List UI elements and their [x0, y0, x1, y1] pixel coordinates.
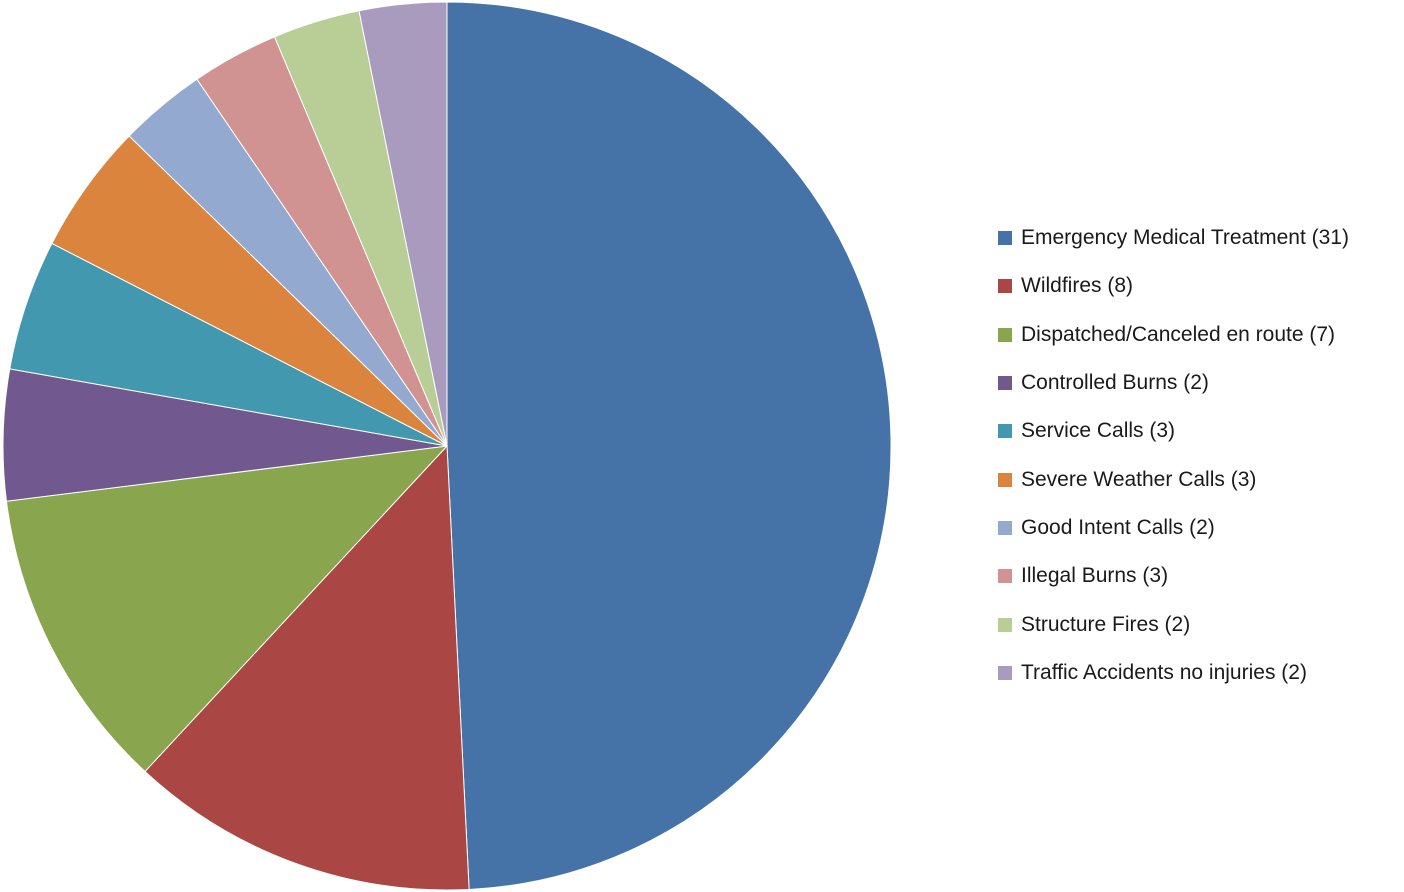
legend-label: Illegal Burns (3): [1021, 564, 1169, 588]
legend-swatch: [998, 231, 1012, 246]
legend-item: Emergency Medical Treatment (31): [998, 214, 1402, 262]
legend-label: Traffic Accidents no injuries (2): [1021, 660, 1307, 684]
legend-label: Emergency Medical Treatment (31): [1021, 226, 1349, 250]
legend-label: Wildfires (8): [1021, 274, 1134, 298]
legend-swatch: [998, 665, 1012, 680]
legend-swatch: [998, 617, 1012, 632]
legend-label: Good Intent Calls (2): [1021, 515, 1215, 539]
pie-slice-9: [358, 1, 448, 447]
legend-item: Good Intent Calls (2): [998, 504, 1402, 552]
legend-swatch: [998, 569, 1012, 584]
pie-plot-area: [2, 1, 892, 891]
legend-label: Structure Fires (2): [1021, 612, 1191, 636]
legend-item: Severe Weather Calls (3): [998, 455, 1402, 503]
legend-swatch: [998, 424, 1012, 439]
legend-swatch: [998, 279, 1012, 294]
legend-swatch: [998, 520, 1012, 535]
pie-slice-2: [5, 445, 449, 773]
legend-item: Illegal Burns (3): [998, 552, 1402, 600]
pie-slice-0: [446, 1, 892, 890]
chart-legend: Emergency Medical Treatment (31) Wildfire…: [998, 214, 1402, 697]
legend-item: Traffic Accidents no injuries (2): [998, 649, 1402, 697]
legend-swatch: [998, 327, 1012, 342]
legend-label: Severe Weather Calls (3): [1021, 467, 1257, 491]
pie-slice-1: [144, 444, 470, 891]
legend-item: Controlled Burns (2): [998, 359, 1402, 407]
legend-label: Service Calls (3): [1021, 419, 1176, 443]
legend-label: Controlled Burns (2): [1021, 371, 1209, 395]
legend-item: Service Calls (3): [998, 407, 1402, 455]
legend-swatch: [998, 376, 1012, 391]
legend-item: Wildfires (8): [998, 262, 1402, 310]
legend-swatch: [998, 472, 1012, 487]
legend-item: Structure Fires (2): [998, 600, 1402, 648]
legend-item: Dispatched/Canceled en route (7): [998, 311, 1402, 359]
legend-label: Dispatched/Canceled en route (7): [1021, 322, 1336, 346]
